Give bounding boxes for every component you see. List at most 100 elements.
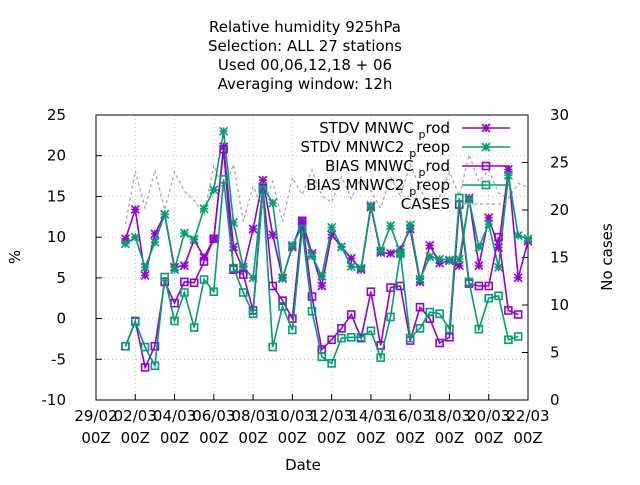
x-tick-label: 02/03: [114, 407, 157, 425]
data-point: [484, 293, 494, 303]
data-point: [474, 324, 484, 334]
point-glyph: [189, 235, 199, 245]
point-glyph: [317, 281, 327, 291]
title-line: Relative humidity 925hPa: [209, 18, 401, 36]
point-glyph: [385, 221, 396, 231]
data-point: [327, 222, 337, 232]
point-glyph: [484, 219, 494, 229]
point-glyph: [228, 217, 239, 228]
data-point: [415, 324, 425, 333]
data-point: [376, 353, 386, 362]
data-point: [481, 142, 491, 152]
y-tick-label: -10: [42, 391, 67, 409]
data-point: [219, 126, 229, 136]
x-tick-sublabel: 00Z: [395, 429, 424, 447]
point-glyph: [140, 270, 150, 280]
point-glyph: [258, 175, 268, 185]
data-point: [140, 270, 150, 280]
data-point: [513, 332, 523, 341]
point-glyph: [385, 248, 396, 258]
x-tick-sublabel: 00Z: [435, 429, 464, 447]
series-stdv-mnwc2-reop: [120, 126, 533, 285]
point-glyph: [474, 261, 484, 271]
data-point: [160, 209, 170, 219]
legend-label-sub: p: [409, 185, 416, 198]
y-tick-label: 10: [47, 228, 66, 246]
x-tick-sublabel: 00Z: [238, 429, 267, 447]
legend-label: CASES: [401, 195, 450, 213]
legend-label: STDV MNWC prod: [319, 119, 450, 141]
x-tick-sublabel: 00Z: [356, 429, 385, 447]
point-glyph: [435, 254, 445, 264]
data-point: [278, 296, 287, 305]
data-point: [444, 255, 455, 265]
point-glyph: [248, 224, 258, 234]
point-glyph: [503, 170, 513, 180]
data-point: [405, 333, 415, 343]
point-glyph: [268, 230, 278, 240]
data-point: [464, 195, 474, 205]
data-point: [513, 310, 523, 319]
point-glyph: [454, 254, 464, 264]
y-tick-label: 5: [56, 269, 66, 287]
data-point: [209, 234, 219, 244]
point-glyph: [405, 220, 415, 230]
x-tick-label: 16/03: [389, 407, 432, 425]
data-point: [160, 272, 170, 282]
data-point: [523, 234, 533, 244]
data-point: [513, 273, 523, 283]
point-glyph: [376, 246, 386, 256]
point-glyph: [179, 261, 189, 271]
data-point: [445, 324, 454, 334]
point-glyph: [287, 240, 297, 250]
data-point: [405, 220, 415, 230]
legend-label-tail: reop: [416, 138, 450, 156]
x-tick-sublabel: 00Z: [317, 429, 346, 447]
data-point: [180, 277, 189, 287]
data-point: [238, 262, 248, 272]
point-glyph: [366, 200, 376, 210]
data-point: [396, 249, 405, 258]
x-tick-label: 08/03: [231, 407, 274, 425]
series-line: [124, 146, 529, 287]
point-glyph: [228, 242, 239, 252]
data-point: [150, 341, 160, 351]
data-point: [376, 246, 386, 256]
data-point: [199, 275, 209, 284]
data-point: [484, 213, 494, 223]
point-glyph: [268, 198, 278, 208]
data-point: [121, 341, 130, 351]
point-glyph: [474, 242, 484, 252]
data-point: [130, 317, 140, 327]
data-point: [493, 262, 504, 272]
series-layer: [120, 126, 533, 372]
y2-tick-label: 5: [550, 344, 560, 362]
y-tick-label: 20: [47, 147, 66, 165]
data-point: [366, 200, 376, 210]
data-point: [503, 170, 513, 180]
point-glyph: [130, 232, 140, 242]
data-point: [484, 281, 494, 291]
point-glyph: [454, 261, 464, 271]
data-point: [435, 254, 445, 264]
data-point: [120, 234, 131, 244]
data-point: [228, 217, 239, 228]
legend-label-sub: p: [418, 128, 425, 141]
data-point: [327, 230, 337, 240]
y-tick-label: 0: [56, 310, 66, 328]
legend-entry: STDV MNWC prod: [319, 119, 510, 141]
data-point: [317, 352, 327, 362]
point-glyph: [160, 209, 170, 219]
x-tick-sublabel: 00Z: [121, 429, 150, 447]
x-tick-label: 14/03: [349, 407, 392, 425]
data-point: [346, 253, 356, 263]
data-point: [474, 261, 484, 271]
y2-tick-label: 25: [550, 154, 569, 172]
data-point: [415, 302, 425, 312]
data-point: [464, 277, 474, 287]
data-point: [346, 310, 356, 319]
data-point: [169, 265, 180, 275]
point-glyph: [140, 262, 150, 272]
data-point: [179, 228, 189, 238]
